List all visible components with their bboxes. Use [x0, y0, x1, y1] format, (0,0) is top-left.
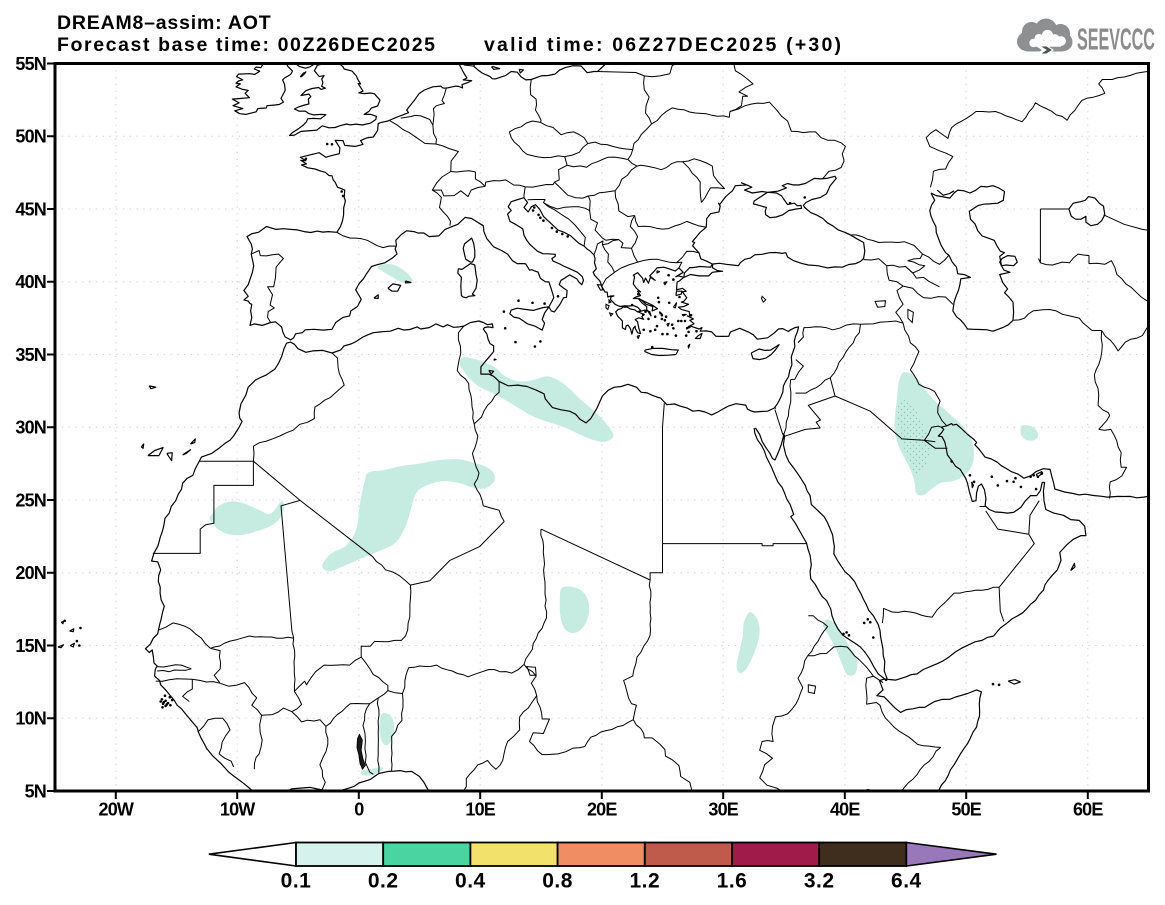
svg-text:30E: 30E	[708, 800, 738, 820]
svg-text:60E: 60E	[1073, 800, 1103, 820]
svg-text:25N: 25N	[15, 490, 46, 510]
svg-text:5N: 5N	[25, 781, 46, 801]
svg-text:0.1: 0.1	[281, 870, 312, 893]
svg-text:SEEVCCC: SEEVCCC	[1077, 23, 1155, 57]
svg-text:50N: 50N	[15, 127, 46, 147]
svg-text:0: 0	[354, 800, 364, 820]
svg-text:1.6: 1.6	[717, 870, 748, 893]
svg-text:10W: 10W	[220, 800, 255, 820]
svg-text:0.2: 0.2	[368, 870, 399, 893]
svg-text:30N: 30N	[15, 418, 46, 438]
svg-text:40N: 40N	[15, 272, 46, 292]
svg-text:55N: 55N	[15, 54, 46, 74]
svg-text:50E: 50E	[951, 800, 981, 820]
svg-text:1.2: 1.2	[629, 870, 660, 893]
svg-text:10N: 10N	[15, 709, 46, 729]
svg-text:45N: 45N	[15, 199, 46, 219]
svg-text:20E: 20E	[587, 800, 617, 820]
svg-text:0.8: 0.8	[542, 870, 573, 893]
svg-text:DREAM8–assim: AOT: DREAM8–assim: AOT	[57, 12, 271, 34]
svg-text:Forecast base time: 00Z26DEC20: Forecast base time: 00Z26DEC2025	[57, 34, 437, 56]
svg-text:15N: 15N	[15, 636, 46, 656]
svg-text:20N: 20N	[15, 563, 46, 583]
svg-text:40E: 40E	[830, 800, 860, 820]
svg-text:3.2: 3.2	[804, 870, 835, 893]
svg-text:10E: 10E	[465, 800, 495, 820]
svg-text:20W: 20W	[98, 800, 133, 820]
svg-text:35N: 35N	[15, 345, 46, 365]
svg-text:6.4: 6.4	[891, 870, 922, 893]
svg-text:valid time: 06Z27DEC2025 (+30): valid time: 06Z27DEC2025 (+30)	[484, 34, 843, 56]
svg-text:0.4: 0.4	[455, 870, 486, 893]
